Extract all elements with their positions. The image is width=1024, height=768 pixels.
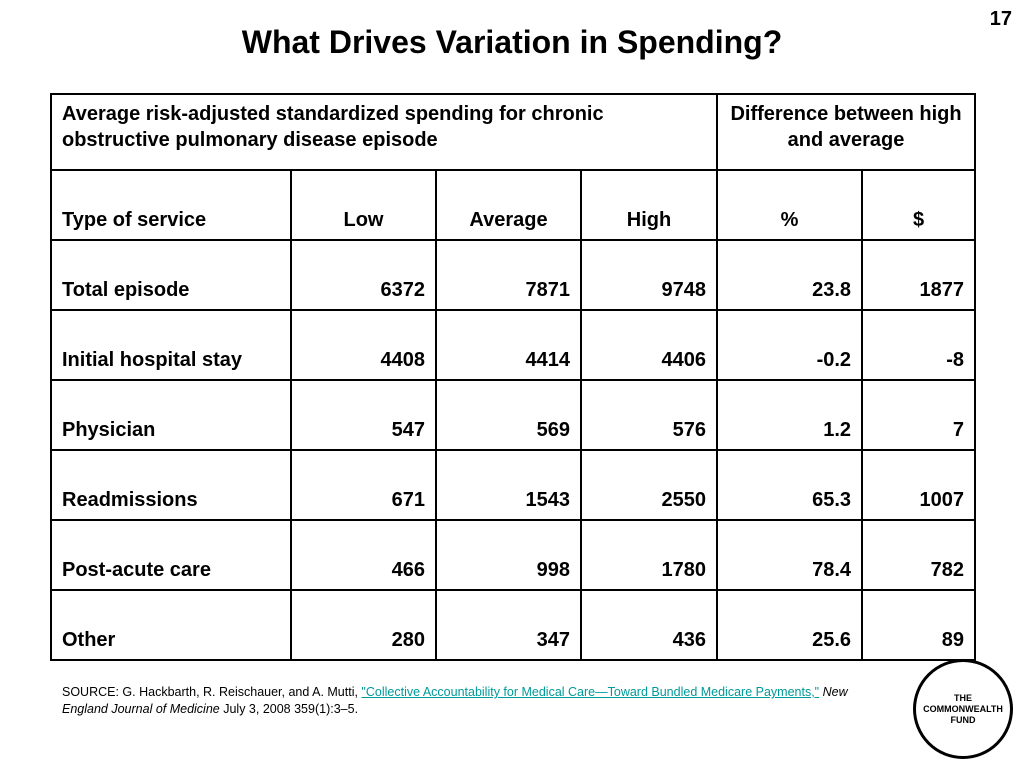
table-row: Post-acute care 466 998 1780 78.4 782 <box>50 519 977 591</box>
dollar-cell: 1007 <box>861 449 977 521</box>
average-cell: 1543 <box>435 449 582 521</box>
average-cell: 347 <box>435 589 582 661</box>
service-cell: Other <box>50 589 292 661</box>
logo-line-1: THE <box>954 692 972 703</box>
average-cell: 998 <box>435 519 582 591</box>
percent-cell: 23.8 <box>716 239 864 311</box>
logo-line-3: FUND <box>950 714 976 725</box>
slide-number: 17 <box>989 8 1012 30</box>
dollar-cell: 782 <box>861 519 977 591</box>
average-cell: 7871 <box>435 239 582 311</box>
dollar-cell: 1877 <box>861 239 977 311</box>
high-cell: 4406 <box>579 309 719 381</box>
source-journal: New England Journal of Medicine <box>62 685 848 716</box>
dollar-cell: 7 <box>861 379 977 451</box>
source-citation: SOURCE: G. Hackbarth, R. Reischauer, and… <box>62 684 882 718</box>
table-row: Initial hospital stay 4408 4414 4406 -0.… <box>50 309 977 381</box>
logo-line-2: COMMONWEALTH <box>923 703 1003 714</box>
high-cell: 576 <box>579 379 719 451</box>
column-header-percent: % <box>716 169 864 241</box>
column-header-average: Average <box>435 169 582 241</box>
source-suffix: July 3, 2008 359(1):3–5. <box>219 702 359 716</box>
percent-cell: 65.3 <box>716 449 864 521</box>
percent-cell: 78.4 <box>716 519 864 591</box>
spending-table: Average risk-adjusted standardized spend… <box>49 93 977 661</box>
high-cell: 9748 <box>579 239 719 311</box>
low-cell: 4408 <box>290 309 437 381</box>
column-header-dollar: $ <box>861 169 977 241</box>
table-header-row: Average risk-adjusted standardized spend… <box>49 93 977 171</box>
service-cell: Readmissions <box>50 449 292 521</box>
header-main-cell: Average risk-adjusted standardized spend… <box>49 93 719 171</box>
percent-cell: 1.2 <box>716 379 864 451</box>
table-row: Readmissions 671 1543 2550 65.3 1007 <box>50 449 977 521</box>
high-cell: 436 <box>579 589 719 661</box>
header-difference-cell: Difference between high and average <box>716 93 977 171</box>
low-cell: 6372 <box>290 239 437 311</box>
column-header-row: Type of service Low Average High % $ <box>50 169 977 241</box>
average-cell: 4414 <box>435 309 582 381</box>
column-header-high: High <box>579 169 719 241</box>
dollar-cell: 89 <box>861 589 977 661</box>
table-row: Total episode 6372 7871 9748 23.8 1877 <box>50 239 977 311</box>
low-cell: 280 <box>290 589 437 661</box>
low-cell: 547 <box>290 379 437 451</box>
low-cell: 466 <box>290 519 437 591</box>
low-cell: 671 <box>290 449 437 521</box>
service-cell: Initial hospital stay <box>50 309 292 381</box>
table-row: Physician 547 569 576 1.2 7 <box>50 379 977 451</box>
table-row: Other 280 347 436 25.6 89 <box>50 589 977 661</box>
source-prefix: SOURCE: G. Hackbarth, R. Reischauer, and… <box>62 685 362 699</box>
dollar-cell: -8 <box>861 309 977 381</box>
commonwealth-fund-logo: THE COMMONWEALTH FUND <box>913 659 1013 759</box>
service-cell: Post-acute care <box>50 519 292 591</box>
column-header-type: Type of service <box>50 169 292 241</box>
high-cell: 2550 <box>579 449 719 521</box>
average-cell: 569 <box>435 379 582 451</box>
percent-cell: 25.6 <box>716 589 864 661</box>
column-header-low: Low <box>290 169 437 241</box>
percent-cell: -0.2 <box>716 309 864 381</box>
service-cell: Physician <box>50 379 292 451</box>
high-cell: 1780 <box>579 519 719 591</box>
source-article-link[interactable]: "Collective Accountability for Medical C… <box>361 685 820 699</box>
service-cell: Total episode <box>50 239 292 311</box>
page-title: What Drives Variation in Spending? <box>241 24 783 60</box>
